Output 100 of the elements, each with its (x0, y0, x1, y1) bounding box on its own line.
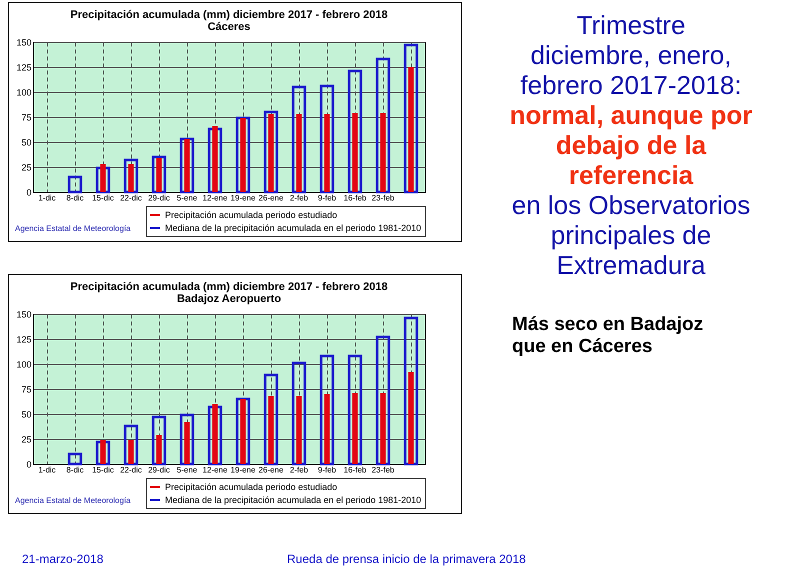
text: referencia (568, 160, 694, 190)
bar (352, 113, 358, 192)
bar (124, 158, 138, 194)
bar (236, 116, 250, 194)
text: Extremadura (556, 250, 706, 280)
x-tick-label: 15-dic (92, 466, 114, 474)
text: febrero 2017-2018: (519, 70, 743, 100)
bar (324, 394, 330, 464)
bar (296, 396, 302, 464)
chart-subtitle: Cáceres (208, 21, 250, 33)
bar (324, 114, 330, 192)
x-tick-label: 19-ene (230, 194, 256, 202)
x-tick-label: 2-feb (290, 194, 309, 202)
bar (380, 393, 386, 464)
y-tick-label: 150 (16, 38, 32, 48)
text: 21-marzo-2018 (22, 552, 104, 566)
bar (408, 372, 414, 464)
bar (404, 44, 418, 194)
bar (100, 440, 106, 464)
y-tick-label: 100 (16, 88, 32, 98)
y-tick-label: 0 (26, 188, 32, 198)
legend-label: Precipitación acumulada periodo estudiado (165, 210, 338, 220)
bar (212, 126, 218, 192)
text: Agencia Estatal de Meteorología (15, 496, 131, 505)
x-tick-label: 23-feb (372, 194, 395, 202)
x-tick-label: 8-dic (66, 194, 84, 202)
chart-title: Precipitación acumulada (mm) diciembre 2017 - febrero 2018 (70, 281, 388, 293)
y-tick-label: 25 (21, 434, 32, 444)
x-tick-label: 5-ene (176, 466, 198, 474)
x-tick-label: 16-feb (344, 466, 367, 474)
bar (408, 67, 414, 192)
y-tick-label: 150 (16, 310, 32, 320)
x-tick-label: 12-ene (202, 466, 228, 474)
y-tick-label: 75 (21, 384, 32, 394)
bar (292, 362, 306, 466)
text: en los Observatorios (510, 190, 752, 220)
x-tick-label: 12-ene (202, 194, 228, 202)
bar (68, 452, 82, 466)
bar (320, 84, 334, 194)
bar (180, 414, 194, 466)
bar (180, 138, 194, 194)
x-tick-label: 15-dic (92, 194, 114, 202)
y-tick-label: 25 (21, 162, 32, 172)
chart-subtitle: Badajoz Aeropuerto (176, 293, 282, 305)
bar (268, 396, 274, 464)
y-tick-label: 125 (16, 62, 32, 72)
legend-label: Mediana de la precipitación acumulada en el periodo 1981-2010 (165, 223, 422, 233)
bar (348, 70, 362, 194)
text: debajo de la (554, 130, 708, 160)
text: diciembre, enero, (530, 40, 732, 70)
x-tick-label: 26-ene (258, 194, 284, 202)
x-tick-label: 5-ene (176, 194, 198, 202)
text: Rueda de prensa inicio de la primavera 2018 (287, 552, 526, 566)
bar (320, 354, 334, 466)
bar (264, 374, 278, 466)
bar (236, 398, 250, 466)
y-tick-label: 50 (21, 138, 32, 148)
x-tick-label: 29-dic (148, 466, 170, 474)
x-tick-label: 26-ene (258, 466, 284, 474)
y-tick-label: 125 (16, 334, 32, 344)
x-tick-label: 19-ene (230, 466, 256, 474)
x-tick-label: 16-feb (344, 194, 367, 202)
x-tick-label: 1-dic (38, 466, 56, 474)
x-tick-label: 8-dic (66, 466, 84, 474)
bar (96, 440, 110, 466)
text: Agencia Estatal de Meteorología (15, 224, 131, 233)
x-tick-label: 22-dic (120, 194, 142, 202)
x-tick-label: 22-dic (120, 466, 142, 474)
legend-label: Precipitación acumulada periodo estudiado (165, 482, 338, 492)
bar (376, 58, 390, 194)
bar (296, 114, 302, 192)
x-tick-label: 23-feb (372, 466, 395, 474)
legend-label: Mediana de la precipitación acumulada en el periodo 1981-2010 (165, 495, 422, 505)
bar (124, 424, 138, 466)
x-tick-label: 9-feb (318, 466, 337, 474)
bar (68, 176, 82, 194)
bar (152, 156, 166, 194)
bar (156, 435, 162, 464)
bar (348, 354, 362, 466)
y-tick-label: 0 (26, 460, 32, 470)
text: normal, aunque por (508, 100, 754, 130)
bar (404, 316, 418, 466)
text: Trimestre (576, 10, 686, 40)
x-tick-label: 29-dic (148, 194, 170, 202)
text: que en Cáceres (511, 336, 654, 358)
chart-title: Precipitación acumulada (mm) diciembre 2017 - febrero 2018 (70, 9, 388, 21)
x-tick-label: 9-feb (318, 194, 337, 202)
bar (380, 113, 386, 192)
bar (212, 404, 218, 464)
text: principales de (550, 220, 712, 250)
bar (152, 416, 166, 466)
text: Más seco en Badajoz (511, 314, 704, 336)
x-tick-label: 1-dic (38, 194, 56, 202)
bar (292, 86, 306, 194)
bar (128, 440, 134, 464)
bar (208, 406, 222, 466)
y-tick-label: 100 (16, 360, 32, 370)
bar (100, 164, 106, 192)
bar (352, 393, 358, 464)
y-tick-label: 50 (21, 410, 32, 420)
